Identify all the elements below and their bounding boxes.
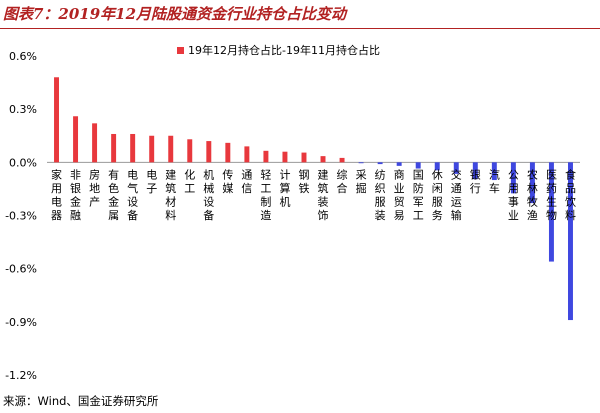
category-label: 汽车 [489,167,500,195]
bar [282,151,288,163]
category-label: 休闲服务 [432,168,443,222]
category-label: 家用电器 [51,167,62,222]
bar [111,133,117,163]
category-label: 农林牧渔 [527,167,538,222]
bar [168,135,174,163]
category-label: 非银金融 [70,168,81,222]
bar [263,150,269,163]
bar [472,162,478,180]
bar [491,162,497,181]
category-label: 商业贸易 [394,167,405,222]
y-axis: 0.6% 0.3% 0.0% -0.3% -0.6% -0.9% -1.2% [5,50,37,382]
figure-source: 来源：Wind、国金证券研究所 [3,394,159,408]
category-label: 轻工制造 [260,167,271,222]
bar [206,141,212,163]
figure-title: 图表7：2019年12月陆股通资金行业持仓占比变动 [3,5,347,23]
category-label: 建筑装饰 [318,167,329,222]
bar [244,146,250,163]
bar [301,152,307,163]
category-label: 医药生物 [546,168,557,222]
category-label: 采掘 [356,168,367,195]
category-label: 国防军工 [413,168,424,222]
y-tick-label: -0.6% [5,263,37,276]
bar [415,162,421,169]
category-label: 公用事业 [508,168,519,222]
bar [434,162,440,171]
bar [548,162,554,262]
category-label: 电子 [146,168,157,195]
legend-swatch [177,47,184,54]
category-label: 钢铁 [298,168,309,195]
y-tick-label: -0.3% [5,210,37,223]
y-tick-label: 0.6% [9,50,37,63]
category-label: 银行 [470,167,481,195]
category-label: 机械设备 [203,167,214,222]
legend-label: 19年12月持仓占比-19年11月持仓占比 [188,43,380,57]
category-label: 食品饮料 [565,167,576,222]
category-label: 通信 [241,168,252,195]
category-label: 建筑材料 [165,167,176,222]
bar [529,162,535,204]
category-label: 有色金属 [108,167,119,222]
bar [339,157,345,163]
category-label: 纺织服装 [375,167,386,222]
bar [73,116,79,163]
legend: 19年12月持仓占比-19年11月持仓占比 [177,43,380,57]
category-label: 综合 [337,167,348,195]
category-labels: 家用电器非银金融房地产有色金属电气设备电子建筑材料化工机械设备传媒通信轻工制造计… [51,167,576,222]
bar-chart: 19年12月持仓占比-19年11月持仓占比 0.6% 0.3% 0.0% -0.3% -… [5,43,580,382]
bar [320,156,326,163]
y-tick-label: -0.9% [5,316,37,329]
bar [358,162,364,164]
bar [396,162,402,166]
category-label: 房地产 [89,168,100,208]
bars [54,77,573,321]
title-rule [0,28,600,29]
category-label: 计算机 [279,168,290,208]
bar [130,133,136,163]
y-tick-label: -1.2% [5,369,37,382]
bar [54,77,59,163]
bar [510,162,516,194]
bar [568,162,573,321]
category-label: 传媒 [222,168,233,195]
y-tick-label: 0.0% [9,156,37,169]
bar [149,135,155,163]
bar [92,123,98,163]
bar [377,162,383,165]
category-label: 化工 [184,167,195,195]
bar [453,162,459,174]
y-tick-label: 0.3% [9,103,37,116]
category-label: 交通运输 [451,167,462,222]
category-label: 电气设备 [127,168,138,222]
bar [225,142,231,163]
bar [187,139,193,163]
